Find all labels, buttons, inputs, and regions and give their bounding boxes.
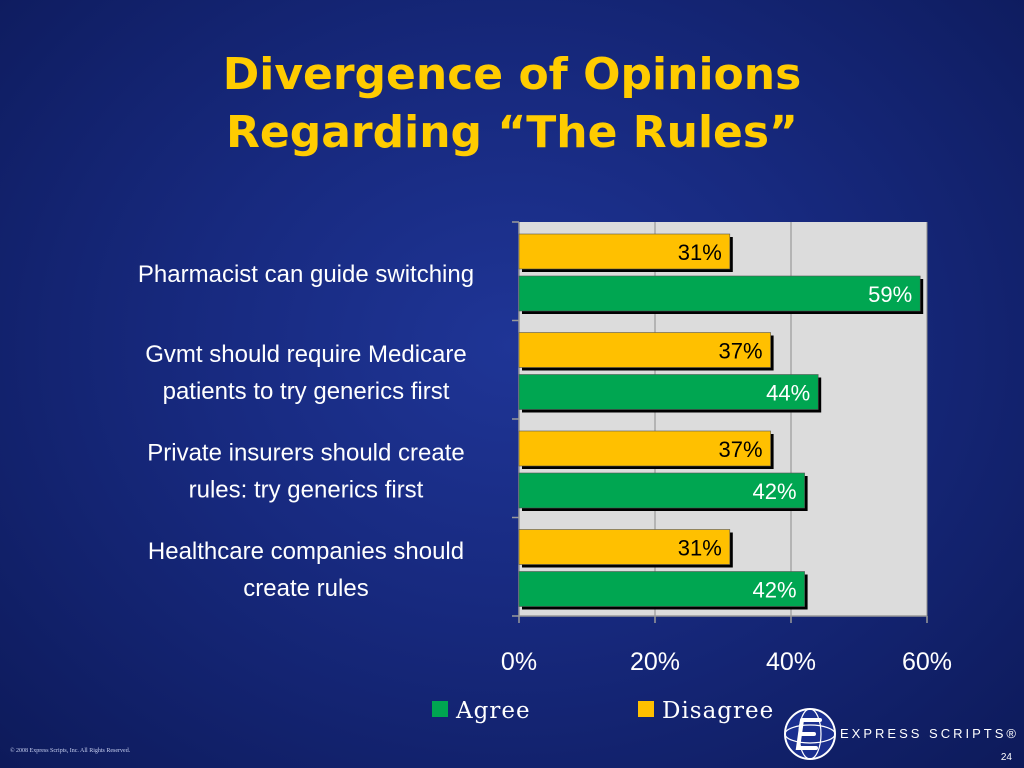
brand-name: EXPRESS SCRIPTS®: [840, 726, 1019, 741]
copyright-notice: © 2008 Express Scripts, Inc. All Rights …: [10, 748, 131, 754]
category-label: Pharmacist can guide switching: [138, 261, 474, 288]
category-label: Healthcare companies should: [148, 538, 464, 565]
category-label: Private insurers should create: [147, 440, 464, 467]
title-line-1: Divergence of Opinions: [222, 49, 802, 100]
data-label-disagree: 31%: [678, 536, 722, 561]
data-label-agree: 42%: [753, 479, 797, 504]
express-scripts-logo: EXPRESS SCRIPTS®: [782, 706, 1016, 762]
category-label: patients to try generics first: [163, 378, 450, 405]
legend-label-disagree: Disagree: [662, 698, 774, 724]
slide-title: Divergence of Opinions Regarding “The Ru…: [0, 46, 1024, 162]
data-label-disagree: 37%: [719, 339, 763, 364]
x-tick-label: 40%: [766, 648, 816, 676]
data-label-agree: 59%: [868, 282, 912, 307]
bar-disagree: [518, 233, 731, 270]
legend-label-agree: Agree: [455, 698, 531, 724]
legend-swatch-agree: [432, 701, 448, 717]
category-label: create rules: [243, 575, 368, 602]
page-number: 24: [1000, 752, 1012, 763]
x-tick-label: 60%: [902, 648, 952, 676]
x-tick-label: 0%: [501, 648, 537, 676]
bar-agree: [518, 374, 819, 410]
bar-disagree: [518, 332, 771, 368]
category-label: rules: try generics first: [189, 477, 424, 504]
x-tick-label: 20%: [630, 648, 680, 676]
data-label-disagree: 37%: [719, 437, 763, 462]
data-label-agree: 42%: [753, 578, 797, 603]
globe-logo-icon: [784, 708, 836, 760]
data-label-disagree: 31%: [678, 240, 722, 265]
bar-disagree: [518, 529, 731, 565]
data-label-agree: 44%: [766, 381, 810, 406]
title-line-2: Regarding “The Rules”: [226, 107, 798, 158]
bar-agree: [518, 275, 921, 312]
bar-disagree: [518, 430, 771, 467]
bar-agree: [518, 571, 805, 607]
bar-agree: [518, 472, 805, 509]
legend-swatch-disagree: [638, 701, 654, 717]
category-label: Gvmt should require Medicare: [145, 341, 466, 368]
